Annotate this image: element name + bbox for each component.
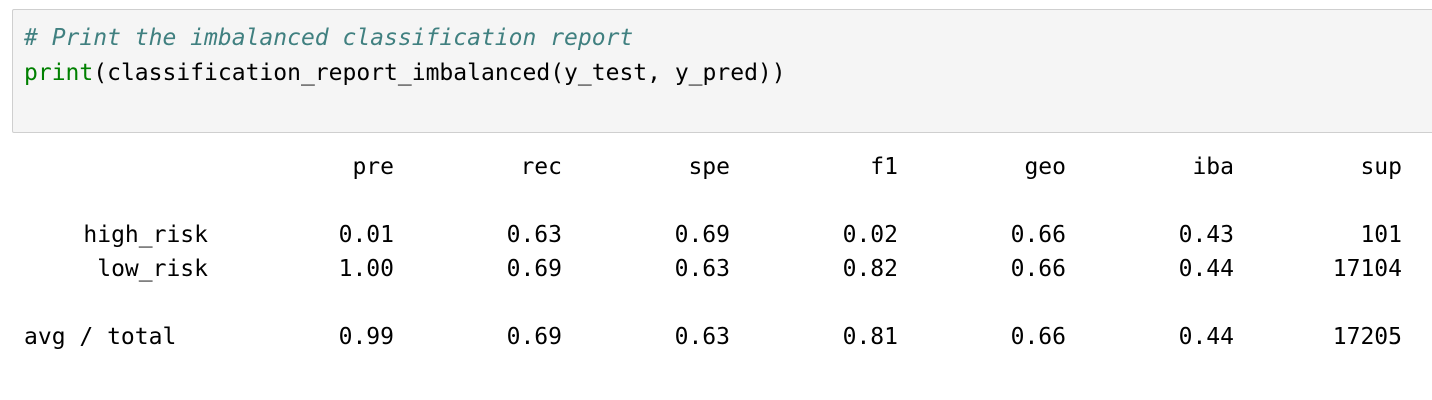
code-cell-input[interactable]: # Print the imbalanced classification re… (12, 9, 1432, 133)
header-iba: iba (1192, 154, 1234, 180)
value-iba: 0.44 (1178, 256, 1234, 282)
header-f1: f1 (870, 154, 898, 180)
row-label: high_risk (83, 222, 208, 248)
value-f1: 0.02 (842, 222, 898, 248)
value-spe: 0.63 (674, 256, 730, 282)
value-sup: 17104 (1332, 256, 1402, 282)
report-row-low-risk: low_risk 1.00 0.69 0.63 0.82 0.66 0.44 1… (24, 252, 1424, 286)
value-spe: 0.69 (674, 222, 730, 248)
classification-report-output: pre rec spe f1 geo iba sup high_risk 0.0… (24, 150, 1424, 370)
value-pre: 1.00 (338, 256, 394, 282)
report-row-avg-total: avg / total 0.99 0.69 0.63 0.81 0.66 0.4… (24, 320, 1424, 354)
value-iba: 0.44 (1178, 324, 1234, 350)
value-rec: 0.63 (506, 222, 562, 248)
value-geo: 0.66 (1010, 324, 1066, 350)
value-pre: 0.99 (338, 324, 394, 350)
value-f1: 0.81 (842, 324, 898, 350)
row-label: low_risk (97, 256, 208, 282)
code-line-print: print(classification_report_imbalanced(y… (24, 59, 786, 87)
header-rec: rec (520, 154, 562, 180)
value-rec: 0.69 (506, 256, 562, 282)
value-iba: 0.43 (1178, 222, 1234, 248)
header-geo: geo (1024, 154, 1066, 180)
report-row-high-risk: high_risk 0.01 0.63 0.69 0.02 0.66 0.43 … (24, 218, 1424, 252)
value-geo: 0.66 (1010, 256, 1066, 282)
value-pre: 0.01 (338, 222, 394, 248)
header-spe: spe (688, 154, 730, 180)
row-label: avg / total (24, 324, 177, 350)
value-rec: 0.69 (506, 324, 562, 350)
code-line-comment: # Print the imbalanced classification re… (24, 24, 633, 52)
header-sup: sup (1360, 154, 1402, 180)
header-pre: pre (352, 154, 394, 180)
value-geo: 0.66 (1010, 222, 1066, 248)
value-spe: 0.63 (674, 324, 730, 350)
report-header-row: pre rec spe f1 geo iba sup (24, 150, 1424, 184)
print-keyword: print (24, 60, 94, 86)
value-sup: 17205 (1332, 324, 1402, 350)
value-f1: 0.82 (842, 256, 898, 282)
print-call-args: (classification_report_imbalanced(y_test… (93, 60, 786, 86)
value-sup: 101 (1360, 222, 1402, 248)
code-comment: # Print the imbalanced classification re… (24, 25, 634, 51)
